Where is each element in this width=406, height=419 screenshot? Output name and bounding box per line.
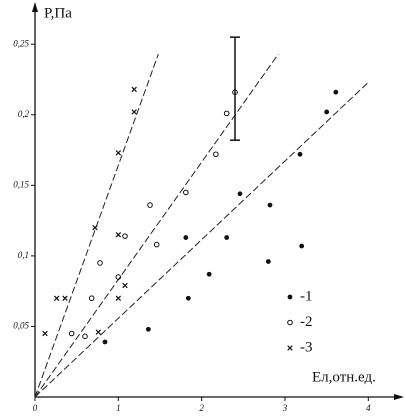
point (115, 274, 122, 280)
fit-line (34, 53, 279, 398)
point (299, 243, 305, 249)
y-arrow (32, 2, 38, 12)
point (224, 235, 230, 240)
point (115, 150, 122, 156)
y-tick-label: 0,15 (13, 179, 29, 189)
point (232, 89, 238, 95)
point (145, 326, 151, 332)
point (42, 330, 48, 337)
legend-marker (287, 319, 293, 326)
point (297, 151, 303, 157)
point (131, 86, 137, 93)
point (267, 202, 273, 208)
x-tick-label: 0 (33, 403, 38, 413)
point (88, 295, 95, 302)
y-tick-label: 0,25 (13, 38, 29, 48)
point (68, 330, 75, 337)
point (122, 282, 128, 289)
point (147, 202, 153, 208)
y-axis-label: P,Па (44, 5, 72, 21)
fit-line (34, 81, 369, 398)
x-tick-label: 2 (199, 403, 204, 413)
point (102, 339, 108, 345)
point (115, 231, 122, 238)
y-tick-label: 0,05 (13, 321, 29, 331)
x-tick-label: 3 (282, 403, 288, 413)
y-tick-label: 0,1 (18, 250, 29, 260)
legend-label: -1 (300, 288, 313, 304)
legend-marker (287, 345, 293, 351)
point (115, 295, 122, 301)
point (131, 109, 137, 115)
point (97, 260, 103, 266)
point (183, 189, 189, 196)
legend-marker (287, 294, 293, 300)
point (185, 295, 191, 301)
point (213, 151, 219, 158)
x-axis-label: Ел,отн.ед. (312, 369, 376, 385)
point (153, 241, 160, 248)
legend-label: -3 (300, 339, 313, 355)
point (333, 89, 339, 95)
point (95, 329, 102, 335)
point (82, 333, 88, 340)
point (122, 233, 128, 239)
point (237, 191, 243, 197)
point (62, 295, 68, 301)
point (53, 295, 60, 301)
legend-label: -2 (300, 314, 313, 330)
point (265, 259, 271, 264)
x-tick-label: 1 (116, 403, 121, 413)
x-tick-label: 4 (366, 403, 371, 413)
point (223, 110, 230, 117)
point (183, 235, 189, 240)
point (92, 224, 98, 231)
y-tick-label: 0,2 (18, 109, 30, 119)
point (324, 109, 330, 115)
x-arrow (394, 394, 404, 400)
point (206, 271, 212, 277)
